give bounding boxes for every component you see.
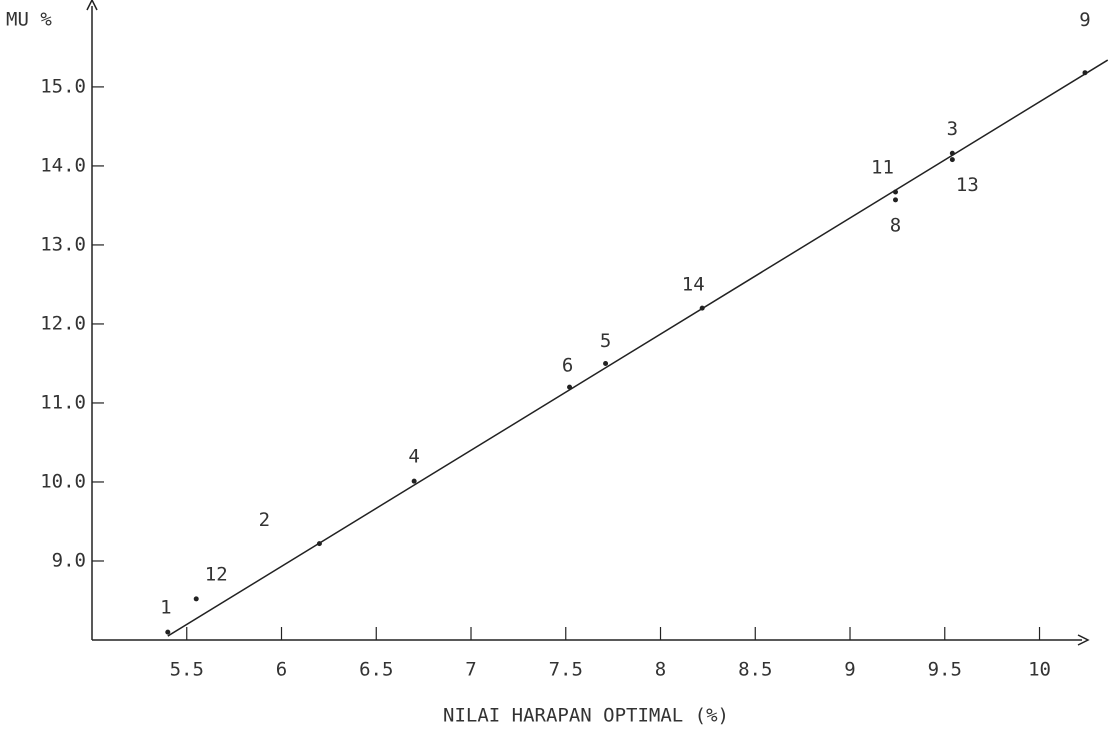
point-label: 14	[682, 274, 705, 296]
point	[893, 197, 898, 202]
point	[893, 190, 898, 195]
y-axis-label: MU %	[6, 9, 52, 31]
y-tick-label: 11.0	[40, 391, 86, 413]
point	[412, 479, 417, 484]
point	[194, 596, 199, 601]
y-tick-label: 10.0	[40, 470, 86, 492]
point	[950, 157, 955, 162]
point-label: 3	[947, 118, 958, 140]
point	[317, 541, 322, 546]
point-label: 1	[160, 597, 171, 619]
x-tick-label: 7	[465, 659, 476, 681]
point-label: 8	[890, 214, 901, 236]
page: MU % NILAI HARAPAN OPTIMAL (%) 5.5 6 6.5 7 7…	[0, 0, 1112, 731]
x-tick-label: 5.5	[170, 659, 204, 681]
x-tick-label: 8.5	[738, 659, 772, 681]
point-label: 9	[1079, 9, 1090, 31]
y-tick-label: 9.0	[52, 549, 86, 571]
point	[567, 385, 572, 390]
point-label: 11	[871, 157, 894, 179]
y-tick-label: 15.0	[40, 75, 86, 97]
point-label: 12	[205, 563, 228, 585]
x-tick-label: 9	[844, 659, 855, 681]
x-tick-label: 8	[655, 659, 666, 681]
point-label: 5	[600, 330, 611, 352]
point-label: 6	[562, 355, 573, 377]
chart: MU % NILAI HARAPAN OPTIMAL (%) 5.5 6 6.5 7 7…	[0, 0, 1112, 727]
y-tick-label: 14.0	[40, 154, 86, 176]
point-label: 13	[956, 174, 979, 196]
point-label: 4	[408, 446, 419, 468]
x-axis-label: NILAI HARAPAN OPTIMAL (%)	[443, 705, 729, 727]
trend-line	[168, 60, 1108, 636]
point	[950, 151, 955, 156]
x-tick-label: 10	[1028, 659, 1051, 681]
x-tick-label: 7.5	[549, 659, 583, 681]
point	[603, 361, 608, 366]
point-label: 2	[259, 509, 270, 531]
y-tick-label: 13.0	[40, 233, 86, 255]
point	[165, 630, 170, 635]
point	[1083, 70, 1088, 75]
point	[700, 306, 705, 311]
x-tick-label: 9.5	[928, 659, 962, 681]
y-tick-label: 12.0	[40, 312, 86, 334]
x-tick-label: 6.5	[359, 659, 393, 681]
x-tick-label: 6	[276, 659, 287, 681]
